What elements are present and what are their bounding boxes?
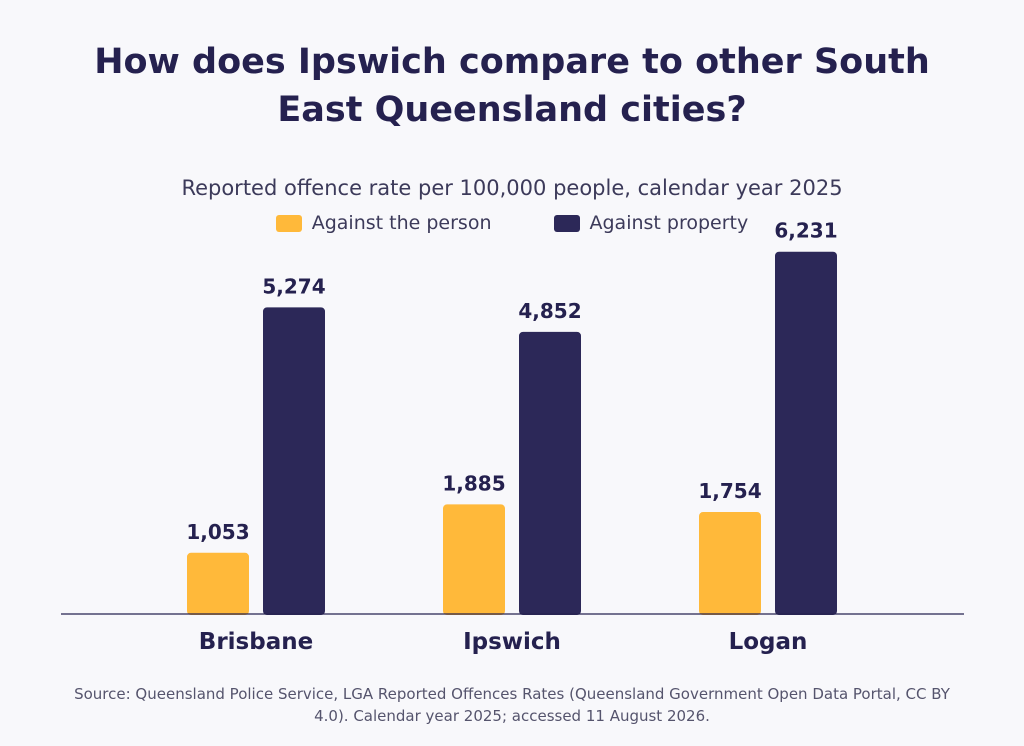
data-label-ipswich-property: 4,852: [518, 299, 581, 323]
bar-logan-person: [699, 512, 761, 615]
data-label-logan-person: 1,754: [698, 479, 761, 503]
legend: Against the person Against property: [0, 212, 1024, 234]
legend-item-person: Against the person: [275, 212, 492, 234]
legend-label-property: Against property: [589, 212, 749, 234]
legend-label-person: Against the person: [311, 212, 492, 234]
bar-logan-property: [775, 251, 837, 615]
x-tick-label-brisbane: Brisbane: [199, 629, 313, 655]
source-note: Source: Queensland Police Service, LGA R…: [74, 685, 950, 725]
chart-title: How does Ipswich compare to other South …: [94, 42, 930, 130]
legend-swatch-property: [553, 214, 580, 232]
data-label-logan-property: 6,231: [774, 219, 837, 243]
legend-item-property: Against property: [553, 212, 749, 234]
bar-ipswich-person: [443, 504, 505, 615]
bar-brisbane-property: [263, 307, 325, 615]
bar-brisbane-person: [187, 552, 249, 615]
legend-swatch-person: [275, 214, 302, 232]
data-label-ipswich-person: 1,885: [442, 471, 505, 495]
chart-subtitle: Reported offence rate per 100,000 people…: [181, 176, 843, 200]
bar-ipswich-property: [519, 331, 581, 615]
data-label-brisbane-person: 1,053: [186, 520, 249, 544]
x-tick-label-ipswich: Ipswich: [463, 629, 561, 655]
x-tick-label-logan: Logan: [729, 629, 808, 655]
data-label-brisbane-property: 5,274: [262, 274, 325, 298]
